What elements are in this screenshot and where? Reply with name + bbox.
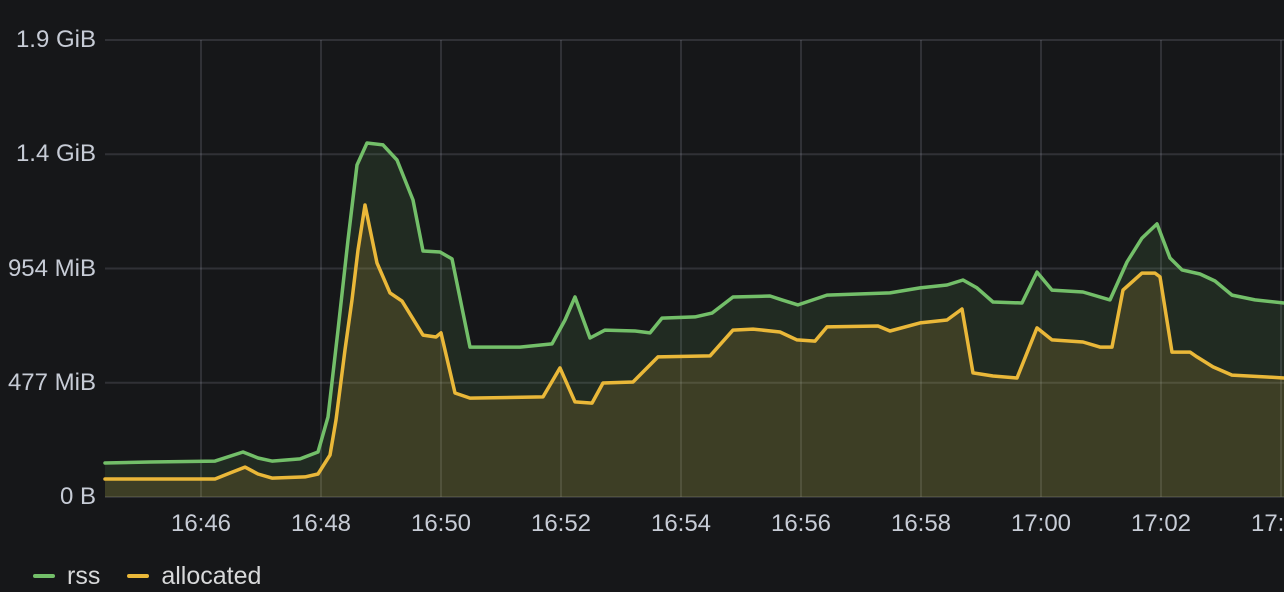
x-tick-label: 16:52 bbox=[530, 510, 592, 537]
y-tick-label: 0 B bbox=[59, 483, 96, 510]
x-tick-label: 16:58 bbox=[890, 510, 952, 537]
y-tick-label: 477 MiB bbox=[7, 368, 96, 396]
x-tick-label: 16:48 bbox=[290, 510, 352, 537]
y-tick-label: 1.4 GiB bbox=[15, 140, 96, 168]
grid-lines bbox=[105, 39, 1284, 498]
legend: rss allocated bbox=[33, 563, 261, 589]
y-tick-label: 954 MiB bbox=[7, 254, 96, 282]
allocated-line bbox=[103, 203, 1284, 481]
x-tick-label: 16:56 bbox=[770, 510, 832, 537]
legend-item-allocated[interactable]: allocated bbox=[127, 561, 262, 590]
x-tick-label: 16:50 bbox=[410, 510, 472, 537]
legend-label-rss: rss bbox=[67, 561, 101, 590]
allocated-area bbox=[105, 205, 1284, 497]
x-tick-label: 16:54 bbox=[650, 510, 712, 537]
rss-series-swatch-icon bbox=[33, 574, 55, 578]
legend-item-rss[interactable]: rss bbox=[33, 561, 101, 590]
allocated-series-swatch-icon bbox=[127, 574, 150, 578]
x-tick-label: 17:04 bbox=[1250, 510, 1284, 537]
rss-area bbox=[105, 143, 1284, 497]
x-tick-label: 17:02 bbox=[1130, 510, 1192, 537]
x-tick-label: 16:46 bbox=[170, 510, 232, 537]
x-tick-label: 17:00 bbox=[1010, 510, 1072, 537]
rss-line bbox=[103, 141, 1284, 465]
legend-label-allocated: allocated bbox=[161, 561, 262, 590]
y-tick-label: 1.9 GiB bbox=[15, 26, 96, 53]
